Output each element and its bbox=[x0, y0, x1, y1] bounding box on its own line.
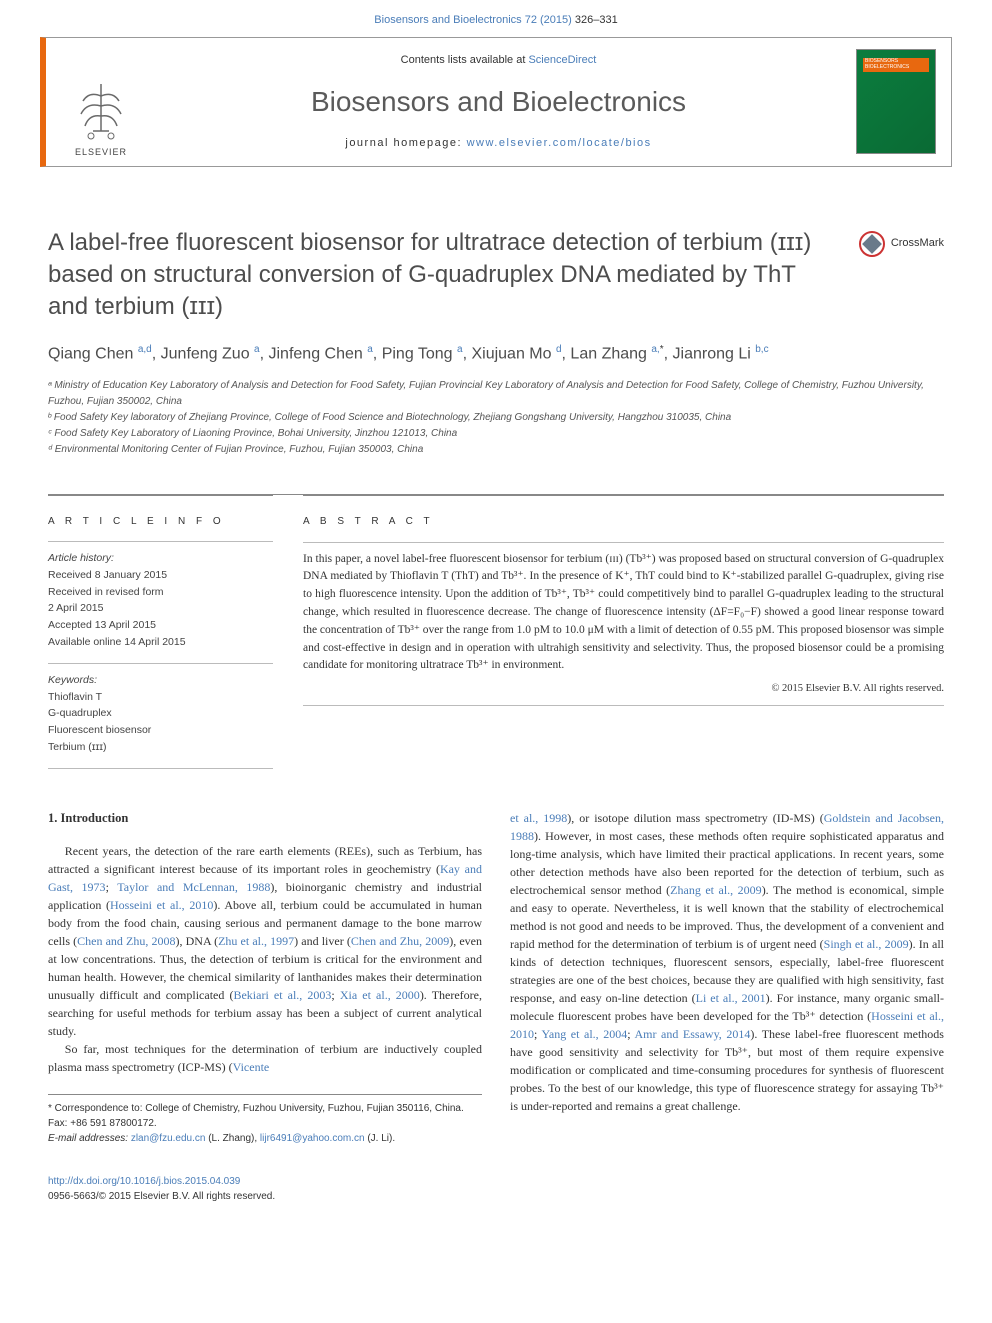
journal-title: Biosensors and Bioelectronics bbox=[311, 81, 686, 123]
affiliation: ᵇ Food Safety Key laboratory of Zhejiang… bbox=[48, 410, 944, 426]
abstract-copyright: © 2015 Elsevier B.V. All rights reserved… bbox=[303, 681, 944, 697]
info-abstract-row: A R T I C L E I N F O Article history: R… bbox=[48, 494, 944, 769]
publisher-label: ELSEVIER bbox=[75, 146, 127, 160]
article-title: A label-free fluorescent biosensor for u… bbox=[48, 227, 841, 324]
citation-pages: 326–331 bbox=[575, 14, 618, 26]
cover-thumb-text: BIOSENSORS BIOELECTRONICS bbox=[865, 59, 935, 70]
issn-copyright: 0956-5663/© 2015 Elsevier B.V. All right… bbox=[48, 1191, 275, 1202]
history-line: Received in revised form bbox=[48, 584, 273, 601]
cover-thumb-area: BIOSENSORS BIOELECTRONICS bbox=[841, 38, 951, 166]
corresponding-author: * Correspondence to: College of Chemistr… bbox=[48, 1101, 482, 1131]
affiliation: ᵃ Ministry of Education Key Laboratory o… bbox=[48, 378, 944, 410]
paragraph: Recent years, the detection of the rare … bbox=[48, 842, 482, 1040]
body-col-right: et al., 1998), or isotope dilution mass … bbox=[510, 809, 944, 1146]
homepage-prefix: journal homepage: bbox=[345, 137, 466, 149]
crossmark-label: CrossMark bbox=[891, 235, 944, 252]
article-history-block: Article history: Received 8 January 2015… bbox=[48, 541, 273, 663]
abstract-column: A B S T R A C T In this paper, a novel l… bbox=[303, 495, 944, 769]
keyword: G-quadruplex bbox=[48, 705, 273, 722]
paragraph: et al., 1998), or isotope dilution mass … bbox=[510, 809, 944, 1115]
contents-prefix: Contents lists available at bbox=[401, 54, 529, 66]
history-line: Available online 14 April 2015 bbox=[48, 634, 273, 651]
email-attribution: (J. Li). bbox=[365, 1133, 396, 1144]
elsevier-tree-icon bbox=[71, 76, 131, 146]
page-footer: http://dx.doi.org/10.1016/j.bios.2015.04… bbox=[48, 1174, 944, 1204]
keywords-label: Keywords: bbox=[48, 672, 273, 689]
keyword: Thioflavin T bbox=[48, 689, 273, 706]
email-line: E-mail addresses: zlan@fzu.edu.cn (L. Zh… bbox=[48, 1131, 482, 1146]
affiliation: ᵈ Environmental Monitoring Center of Fuj… bbox=[48, 442, 944, 458]
journal-cover-thumb[interactable]: BIOSENSORS BIOELECTRONICS bbox=[856, 49, 936, 154]
history-line: Accepted 13 April 2015 bbox=[48, 617, 273, 634]
section-number: 1. bbox=[48, 811, 57, 825]
section-title: Introduction bbox=[61, 811, 129, 825]
masthead: ELSEVIER Contents lists available at Sci… bbox=[40, 37, 952, 167]
affiliations: ᵃ Ministry of Education Key Laboratory o… bbox=[48, 378, 944, 458]
article-info: A R T I C L E I N F O Article history: R… bbox=[48, 495, 273, 769]
history-line: 2 April 2015 bbox=[48, 600, 273, 617]
crossmark-badge[interactable]: CrossMark bbox=[859, 231, 944, 257]
keyword: Terbium (ɪɪɪ) bbox=[48, 739, 273, 756]
article-info-heading: A R T I C L E I N F O bbox=[48, 496, 273, 541]
publisher-logo-area: ELSEVIER bbox=[46, 38, 156, 166]
crossmark-icon bbox=[859, 231, 885, 257]
sciencedirect-link[interactable]: ScienceDirect bbox=[528, 54, 596, 66]
doi-link[interactable]: http://dx.doi.org/10.1016/j.bios.2015.04… bbox=[48, 1176, 240, 1187]
email-attribution: (L. Zhang), bbox=[205, 1133, 259, 1144]
history-label: Article history: bbox=[48, 550, 273, 567]
email-label: E-mail addresses: bbox=[48, 1133, 128, 1144]
abstract-body: In this paper, a novel label-free fluore… bbox=[303, 553, 944, 672]
history-line: Received 8 January 2015 bbox=[48, 567, 273, 584]
section-heading: 1. Introduction bbox=[48, 809, 482, 828]
elsevier-logo[interactable]: ELSEVIER bbox=[66, 70, 136, 160]
affiliation: ᶜ Food Safety Key Laboratory of Liaoning… bbox=[48, 426, 944, 442]
article-area: A label-free fluorescent biosensor for u… bbox=[0, 167, 992, 1166]
body-col-left: 1. Introduction Recent years, the detect… bbox=[48, 809, 482, 1146]
email-link[interactable]: lijr6491@yahoo.com.cn bbox=[260, 1133, 365, 1144]
footnotes: * Correspondence to: College of Chemistr… bbox=[48, 1094, 482, 1146]
body-columns: 1. Introduction Recent years, the detect… bbox=[48, 809, 944, 1146]
authors: Qiang Chen a,d, Junfeng Zuo a, Jinfeng C… bbox=[48, 342, 944, 366]
homepage-line: journal homepage: www.elsevier.com/locat… bbox=[345, 135, 651, 152]
abstract-text: In this paper, a novel label-free fluore… bbox=[303, 542, 944, 707]
email-link[interactable]: zlan@fzu.edu.cn bbox=[131, 1133, 206, 1144]
paragraph: So far, most techniques for the determin… bbox=[48, 1040, 482, 1076]
keywords-block: Keywords: Thioflavin T G-quadruplex Fluo… bbox=[48, 663, 273, 769]
title-row: A label-free fluorescent biosensor for u… bbox=[48, 227, 944, 324]
keyword: Fluorescent biosensor bbox=[48, 722, 273, 739]
citation-journal-link[interactable]: Biosensors and Bioelectronics 72 (2015) bbox=[374, 14, 575, 26]
abstract-heading: A B S T R A C T bbox=[303, 496, 944, 542]
masthead-center: Contents lists available at ScienceDirec… bbox=[156, 38, 841, 166]
citation-header: Biosensors and Bioelectronics 72 (2015) … bbox=[0, 0, 992, 37]
homepage-link[interactable]: www.elsevier.com/locate/bios bbox=[467, 137, 652, 149]
contents-line: Contents lists available at ScienceDirec… bbox=[401, 52, 597, 69]
